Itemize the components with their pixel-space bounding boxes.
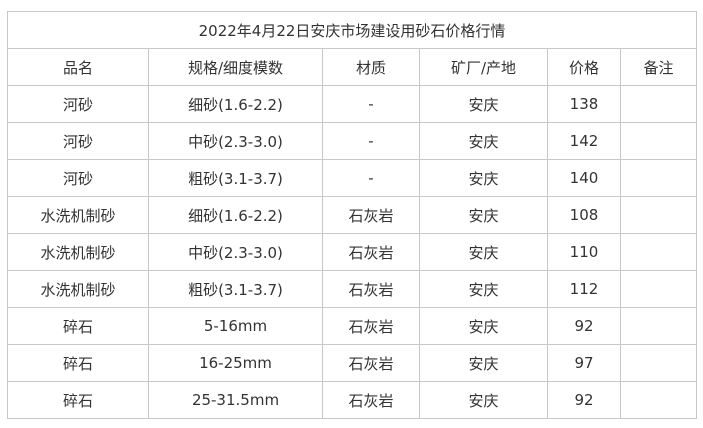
cell-remark: [619, 122, 698, 160]
cell-remark: [619, 85, 698, 123]
cell-material: -: [322, 159, 420, 197]
price-table: 2022年4月22日安庆市场建设用砂石价格行情 品名 规格/细度模数 材质 矿厂/产地…: [6, 11, 698, 419]
cell-material: 石灰岩: [322, 307, 420, 345]
cell-material: 石灰岩: [322, 381, 420, 419]
cell-material: 石灰岩: [322, 196, 420, 234]
header-name: 品名: [7, 48, 149, 86]
cell-spec: 25-31.5mm: [148, 381, 323, 419]
cell-price: 112: [547, 270, 621, 308]
cell-material: 石灰岩: [322, 344, 420, 382]
cell-name: 水洗机制砂: [7, 233, 149, 271]
cell-spec: 5-16mm: [148, 307, 323, 345]
cell-remark: [619, 233, 698, 271]
table-row: 河砂 粗砂(3.1-3.7) - 安庆 140: [7, 159, 698, 197]
cell-spec: 中砂(2.3-3.0): [148, 233, 323, 271]
cell-origin: 安庆: [419, 307, 548, 345]
table-row: 水洗机制砂 细砂(1.6-2.2) 石灰岩 安庆 108: [7, 196, 698, 234]
cell-remark: [619, 196, 698, 234]
table-row: 碎石 25-31.5mm 石灰岩 安庆 92: [7, 381, 698, 419]
cell-name: 河砂: [7, 159, 149, 197]
table-row: 河砂 中砂(2.3-3.0) - 安庆 142: [7, 122, 698, 160]
cell-price: 110: [547, 233, 621, 271]
cell-price: 142: [547, 122, 621, 160]
cell-origin: 安庆: [419, 233, 548, 271]
header-material: 材质: [322, 48, 420, 86]
cell-origin: 安庆: [419, 344, 548, 382]
cell-origin: 安庆: [419, 159, 548, 197]
cell-remark: [619, 381, 698, 419]
cell-remark: [619, 344, 698, 382]
header-price: 价格: [547, 48, 621, 86]
cell-name: 河砂: [7, 85, 149, 123]
cell-price: 97: [547, 344, 621, 382]
cell-name: 碎石: [7, 307, 149, 345]
table-title-row: 2022年4月22日安庆市场建设用砂石价格行情: [6, 11, 698, 49]
header-spec: 规格/细度模数: [148, 48, 323, 86]
table-row: 水洗机制砂 中砂(2.3-3.0) 石灰岩 安庆 110: [7, 233, 698, 271]
cell-origin: 安庆: [419, 381, 548, 419]
table-row: 碎石 5-16mm 石灰岩 安庆 92: [7, 307, 698, 345]
cell-name: 水洗机制砂: [7, 270, 149, 308]
cell-spec: 细砂(1.6-2.2): [148, 85, 323, 123]
cell-price: 140: [547, 159, 621, 197]
cell-spec: 16-25mm: [148, 344, 323, 382]
table-title: 2022年4月22日安庆市场建设用砂石价格行情: [6, 11, 698, 49]
header-remark: 备注: [619, 48, 698, 86]
cell-material: -: [322, 85, 420, 123]
cell-material: 石灰岩: [322, 270, 420, 308]
table-row: 碎石 16-25mm 石灰岩 安庆 97: [7, 344, 698, 382]
table-row: 水洗机制砂 粗砂(3.1-3.7) 石灰岩 安庆 112: [7, 270, 698, 308]
cell-remark: [619, 159, 698, 197]
cell-spec: 粗砂(3.1-3.7): [148, 270, 323, 308]
table-row: 河砂 细砂(1.6-2.2) - 安庆 138: [7, 85, 698, 123]
cell-remark: [619, 270, 698, 308]
cell-price: 92: [547, 307, 621, 345]
cell-spec: 中砂(2.3-3.0): [148, 122, 323, 160]
cell-material: 石灰岩: [322, 233, 420, 271]
cell-remark: [619, 307, 698, 345]
cell-material: -: [322, 122, 420, 160]
header-origin: 矿厂/产地: [419, 48, 548, 86]
table-header-row: 品名 规格/细度模数 材质 矿厂/产地 价格 备注: [7, 48, 698, 86]
cell-name: 水洗机制砂: [7, 196, 149, 234]
cell-name: 碎石: [7, 344, 149, 382]
cell-origin: 安庆: [419, 196, 548, 234]
cell-origin: 安庆: [419, 270, 548, 308]
cell-spec: 粗砂(3.1-3.7): [148, 159, 323, 197]
cell-name: 碎石: [7, 381, 149, 419]
cell-price: 92: [547, 381, 621, 419]
cell-origin: 安庆: [419, 122, 548, 160]
cell-origin: 安庆: [419, 85, 548, 123]
cell-price: 138: [547, 85, 621, 123]
cell-price: 108: [547, 196, 621, 234]
cell-name: 河砂: [7, 122, 149, 160]
cell-spec: 细砂(1.6-2.2): [148, 196, 323, 234]
